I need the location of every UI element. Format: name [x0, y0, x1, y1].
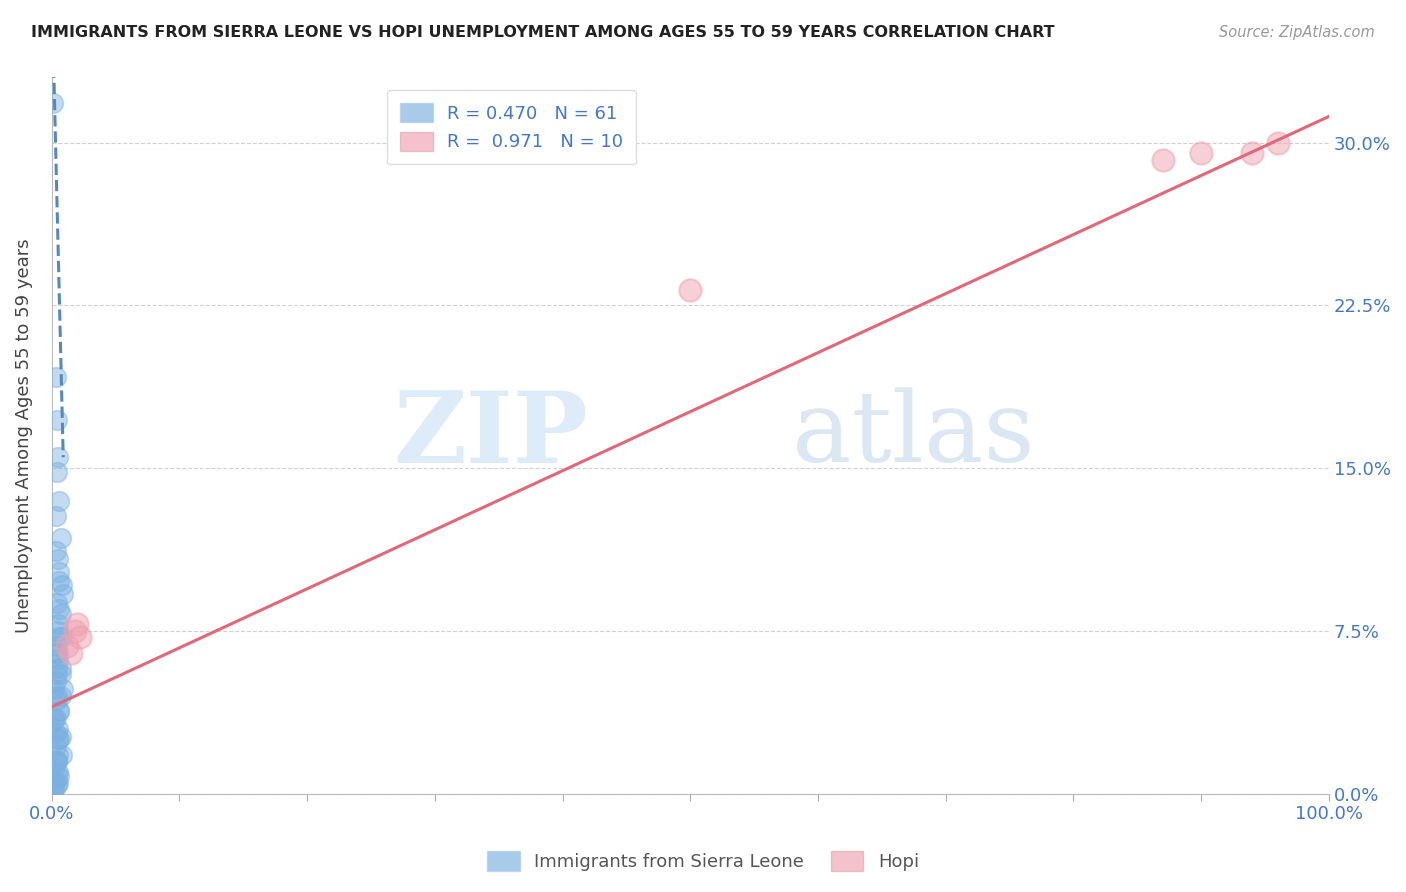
Point — [48, 704, 70, 718]
Point — [52, 682, 75, 697]
Legend: Immigrants from Sierra Leone, Hopi: Immigrants from Sierra Leone, Hopi — [479, 844, 927, 879]
Point — [44, 713, 66, 727]
Point — [46, 732, 69, 747]
Point — [48, 732, 70, 747]
Point — [44, 782, 66, 797]
Point — [46, 747, 69, 762]
Point — [59, 646, 82, 660]
Point — [45, 466, 67, 480]
Point — [46, 764, 69, 779]
Point — [49, 531, 72, 545]
Legend: R = 0.470   N = 61, R =  0.971   N = 10: R = 0.470 N = 61, R = 0.971 N = 10 — [388, 90, 636, 164]
Point — [45, 661, 67, 675]
Point — [45, 754, 67, 768]
Point — [46, 652, 69, 666]
Text: atlas: atlas — [793, 388, 1035, 483]
Point — [45, 773, 67, 788]
Point — [42, 784, 65, 798]
Point — [45, 667, 67, 681]
Point — [48, 769, 70, 783]
Point — [49, 661, 72, 675]
Point — [44, 776, 66, 790]
Point — [51, 747, 73, 762]
Point — [42, 96, 65, 111]
Point — [45, 739, 67, 753]
Point — [45, 543, 67, 558]
Point — [45, 673, 67, 688]
Point — [49, 689, 72, 703]
Point — [1152, 153, 1174, 167]
Point — [45, 693, 67, 707]
Point — [44, 761, 66, 775]
Point — [45, 689, 67, 703]
Point — [69, 631, 91, 645]
Text: Source: ZipAtlas.com: Source: ZipAtlas.com — [1219, 25, 1375, 40]
Point — [48, 631, 70, 645]
Point — [45, 596, 67, 610]
Point — [45, 413, 67, 427]
Point — [51, 631, 73, 645]
Point — [46, 617, 69, 632]
Point — [46, 776, 69, 790]
Point — [56, 639, 79, 653]
Point — [63, 624, 86, 638]
Point — [45, 769, 67, 783]
Point — [51, 578, 73, 592]
Point — [46, 646, 69, 660]
Point — [45, 726, 67, 740]
Point — [45, 778, 67, 792]
Point — [48, 574, 70, 588]
Point — [46, 552, 69, 566]
Point — [45, 639, 67, 653]
Point — [48, 493, 70, 508]
Point — [1189, 146, 1212, 161]
Point — [1241, 146, 1264, 161]
Point — [1267, 136, 1289, 150]
Point — [49, 607, 72, 621]
Point — [45, 754, 67, 768]
Point — [44, 711, 66, 725]
Point — [49, 731, 72, 745]
Point — [45, 508, 67, 523]
Point — [45, 370, 67, 384]
Point — [49, 667, 72, 681]
Point — [48, 602, 70, 616]
Point — [45, 754, 67, 768]
Point — [45, 646, 67, 660]
Point — [44, 682, 66, 697]
Point — [46, 722, 69, 736]
Point — [46, 624, 69, 638]
Text: ZIP: ZIP — [394, 387, 588, 484]
Y-axis label: Unemployment Among Ages 55 to 59 years: Unemployment Among Ages 55 to 59 years — [15, 238, 32, 632]
Text: IMMIGRANTS FROM SIERRA LEONE VS HOPI UNEMPLOYMENT AMONG AGES 55 TO 59 YEARS CORR: IMMIGRANTS FROM SIERRA LEONE VS HOPI UNE… — [31, 25, 1054, 40]
Point — [679, 283, 702, 297]
Point — [48, 704, 70, 718]
Point — [52, 587, 75, 601]
Point — [45, 711, 67, 725]
Point — [48, 566, 70, 580]
Point — [66, 617, 89, 632]
Point — [46, 450, 69, 465]
